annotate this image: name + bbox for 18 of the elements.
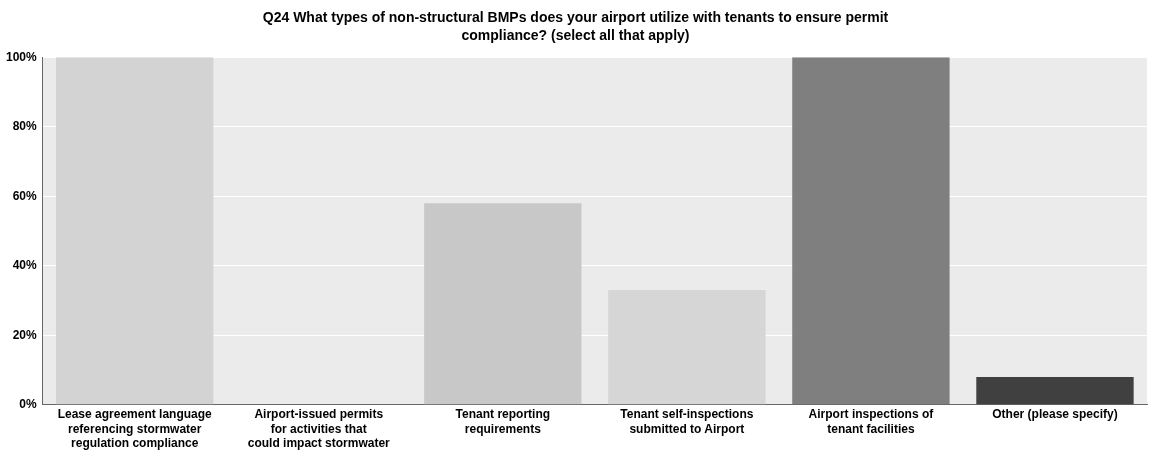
bar	[424, 203, 582, 405]
y-tick-label: 40%	[12, 258, 38, 273]
chart-title: Q24 What types of non-structural BMPs does your airport utilize with tenants to ensure permit compliance? (select all that apply)	[261, 8, 890, 44]
y-tick-label: 0%	[19, 397, 38, 412]
x-tick-label: Other (please specify)	[992, 407, 1118, 422]
x-tick-label: Tenant self-inspections submitted to Airport	[620, 407, 754, 436]
bar	[56, 57, 214, 405]
y-tick-label: 100%	[5, 49, 38, 64]
x-tick-label: Airport-issued permits for activities that could impact stormwater	[247, 407, 391, 451]
x-tick-label: Lease agreement language referencing stormwater regulation compliance	[57, 407, 213, 451]
y-tick-label: 60%	[12, 188, 38, 203]
y-tick-label: 80%	[12, 119, 38, 134]
y-tick-label: 20%	[12, 327, 38, 342]
bar	[792, 57, 950, 405]
bar	[608, 290, 766, 405]
bar	[976, 376, 1134, 405]
x-tick-label: Airport inspections of tenant facilities	[808, 407, 935, 436]
x-tick-label: Tenant reporting requirements	[455, 407, 551, 436]
